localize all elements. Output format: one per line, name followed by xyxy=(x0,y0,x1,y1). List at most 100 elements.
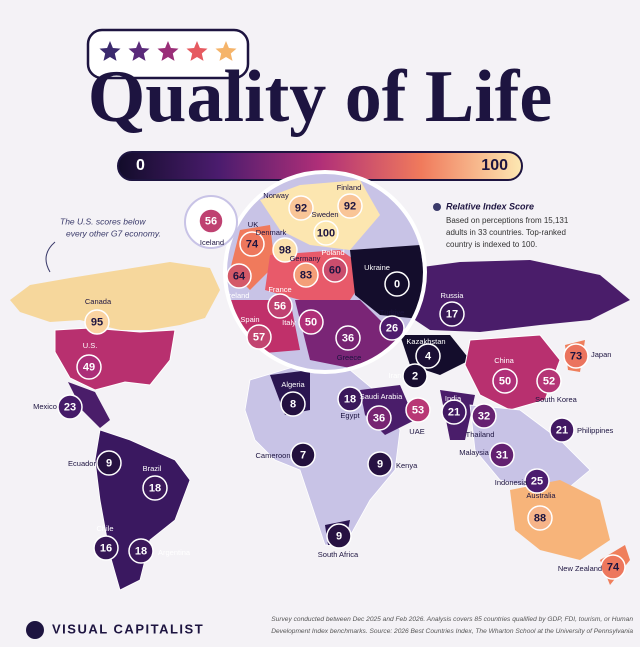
score-circle xyxy=(379,315,405,341)
score-value: 53 xyxy=(412,404,424,416)
country-label: Australia xyxy=(526,491,556,500)
score-circle xyxy=(415,343,441,369)
score-value: 7 xyxy=(300,449,306,461)
score-circle xyxy=(366,405,392,431)
score-circle xyxy=(290,442,316,468)
country-label: Kenya xyxy=(396,461,418,470)
country-label: Denmark xyxy=(256,228,287,237)
score-circle xyxy=(492,368,518,394)
country-label: South Korea xyxy=(535,395,578,404)
info-line-1: Based on perceptions from 15,131 xyxy=(446,216,569,225)
country-label: Japan xyxy=(591,350,611,359)
info-line-2: adults in 33 countries. Top-ranked xyxy=(446,228,566,237)
score-value: 100 xyxy=(317,227,335,239)
source-1: Survey conducted between Dec 2025 and Fe… xyxy=(271,616,633,623)
info-title: Relative Index Score xyxy=(446,201,534,211)
score-value: 88 xyxy=(534,512,546,524)
country-label: Canada xyxy=(85,297,112,306)
country-label: Thailand xyxy=(466,430,495,439)
score-circle xyxy=(198,208,224,234)
score-value: 18 xyxy=(135,545,147,557)
country-label: Ireland xyxy=(227,291,250,300)
country-label: France xyxy=(268,285,291,294)
score-value: 32 xyxy=(478,410,490,422)
country-label: Italy xyxy=(282,318,296,327)
score-value: 36 xyxy=(373,412,385,424)
score-value: 49 xyxy=(83,361,95,373)
score-circle xyxy=(226,263,252,289)
country-label: Poland xyxy=(321,248,344,257)
score-circle xyxy=(524,468,550,494)
score-value: 4 xyxy=(425,350,432,362)
score-value: 21 xyxy=(448,406,460,418)
country-label: Sweden xyxy=(311,210,338,219)
score-value: 8 xyxy=(290,398,296,410)
star xyxy=(157,41,179,61)
score-value: 9 xyxy=(106,457,112,469)
australia xyxy=(510,480,610,560)
score-circle xyxy=(384,271,410,297)
info-icon xyxy=(433,203,441,211)
score-value: 92 xyxy=(295,202,307,214)
score-value: 2 xyxy=(412,370,418,382)
canada xyxy=(10,262,220,330)
score-value: 18 xyxy=(149,482,161,494)
score-value: 25 xyxy=(531,475,543,487)
score-value: 26 xyxy=(386,322,398,334)
country-label: Cameroon xyxy=(255,451,290,460)
score-circle xyxy=(337,386,363,412)
country-label: South Africa xyxy=(318,550,359,559)
score-circle xyxy=(313,220,339,246)
country-label: China xyxy=(494,356,514,365)
score-value: 31 xyxy=(496,449,508,461)
score-circle xyxy=(536,368,562,394)
country-label: Finland xyxy=(337,183,362,192)
country-label: Indonesia xyxy=(495,478,528,487)
score-circle xyxy=(527,505,553,531)
title: Quality of Life xyxy=(88,56,553,138)
score-circle xyxy=(489,442,515,468)
country-label: Norway xyxy=(263,191,289,200)
score-value: 16 xyxy=(100,542,112,554)
logo xyxy=(26,621,44,639)
score-circle xyxy=(239,231,265,257)
legend-min: 0 xyxy=(136,157,145,174)
score-circle xyxy=(600,554,626,580)
country-label: Algeria xyxy=(281,380,305,389)
country-label: Argentina xyxy=(158,548,191,557)
g7-note-1: The U.S. scores below xyxy=(60,216,146,226)
country-label: Ecuador xyxy=(68,459,96,468)
score-circle xyxy=(402,363,428,389)
score-value: 9 xyxy=(336,530,342,542)
score-circle xyxy=(441,399,467,425)
score-circle xyxy=(84,309,110,335)
country-label: Iran xyxy=(389,371,402,380)
country-label: Kazakhstan xyxy=(406,337,445,346)
country-label: Mexico xyxy=(33,402,57,411)
country-markers: 95Canada49U.S.23Mexico9Ecuador18Brazil16… xyxy=(33,183,626,580)
legend-max: 100 xyxy=(481,157,508,174)
country-label: Brazil xyxy=(143,464,162,473)
star xyxy=(128,41,150,61)
mexico xyxy=(68,382,110,428)
country-label: Türkiye xyxy=(380,308,405,317)
score-circle xyxy=(267,293,293,319)
score-value: 18 xyxy=(344,393,356,405)
country-label: Ukraine xyxy=(364,263,390,272)
score-circle xyxy=(439,301,465,327)
score-value: 56 xyxy=(205,215,217,227)
score-value: 52 xyxy=(543,375,555,387)
score-value: 60 xyxy=(329,264,341,276)
country-label: UK xyxy=(248,220,258,229)
score-circle xyxy=(471,403,497,429)
score-circle xyxy=(563,343,589,369)
score-value: 21 xyxy=(556,424,568,436)
stars xyxy=(99,41,237,61)
score-circle xyxy=(246,324,272,350)
score-value: 36 xyxy=(342,332,354,344)
country-label: Saudi Arabia xyxy=(360,392,403,401)
score-circle xyxy=(288,195,314,221)
score-value: 73 xyxy=(570,350,582,362)
score-value: 9 xyxy=(377,458,383,470)
